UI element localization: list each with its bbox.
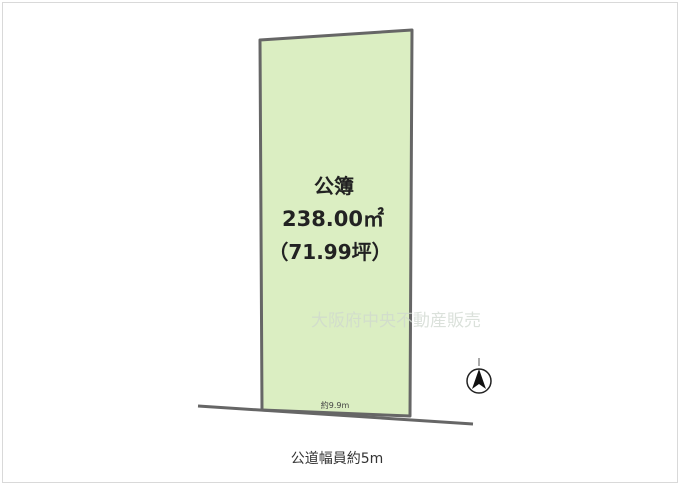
area-tsubo: （71.99坪） [268, 240, 391, 264]
area-label: 公簿 [314, 174, 354, 198]
figure-frame [2, 2, 678, 483]
lot-parcel [258, 28, 414, 418]
frontage-dimension: 約9.9m [321, 400, 350, 410]
watermark-text: 大阪府中央不動産販売 [311, 311, 481, 331]
road-width-label: 公道幅員約5m [291, 451, 384, 467]
north-arrow-icon [466, 358, 492, 394]
area-sqm: 238.00㎡ [282, 207, 384, 231]
road-edge-line [197, 404, 474, 426]
